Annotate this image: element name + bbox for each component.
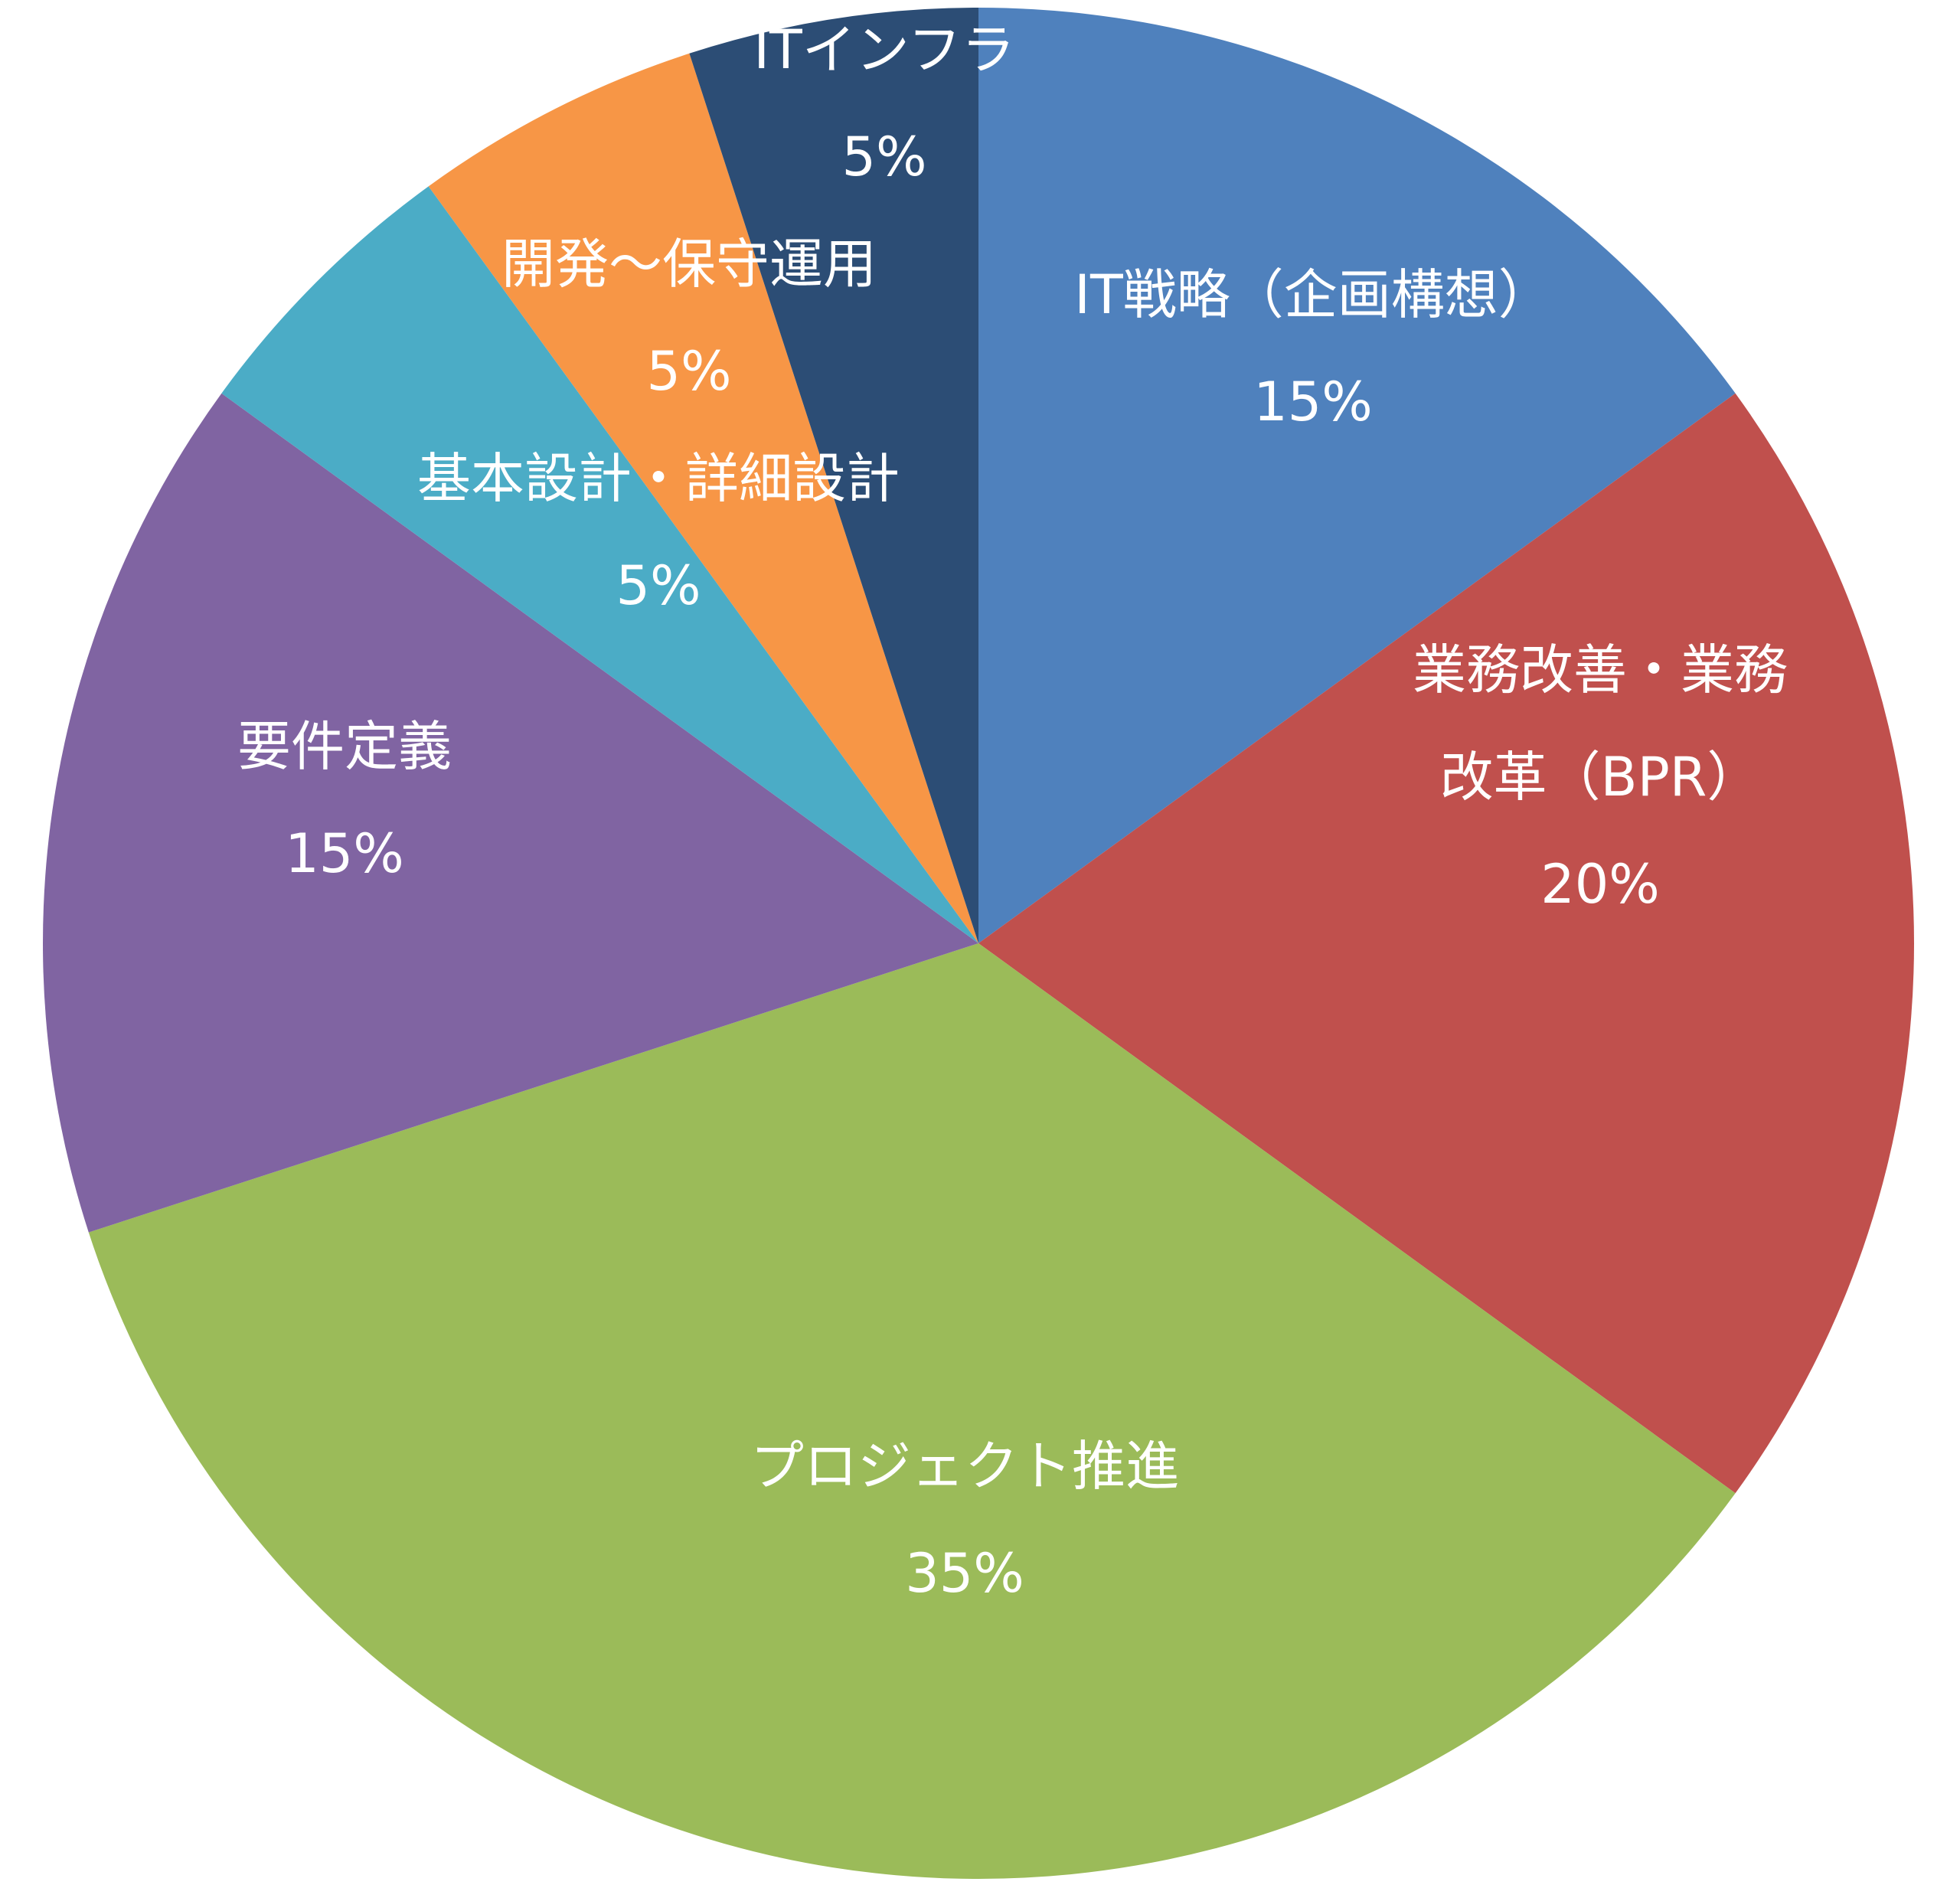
pie-slice-4 (43, 393, 978, 1233)
slice-category-label-2: 改革（BPR） (1440, 746, 1761, 809)
pie-slice-3 (88, 943, 1736, 1879)
pie-slices (43, 8, 1914, 1879)
slice-value-label-4: 15% (285, 822, 404, 885)
slice-category-label-1: IT戦略（企画構想） (1074, 263, 1551, 326)
slice-value-label-6: 5% (646, 340, 731, 403)
pie-slice-7 (689, 8, 978, 943)
pie-slice-6 (428, 53, 978, 943)
slice-category-label-7: ITインフラ (753, 18, 1014, 81)
slice-category-label-4: 要件定義 (237, 715, 452, 778)
slice-value-label-7: 5% (841, 126, 926, 188)
pie-slice-5 (221, 186, 978, 943)
slice-value-label-3: 35% (905, 1542, 1024, 1605)
slice-category-label-6: 開発〜保守運用 (501, 233, 877, 296)
slice-category-label-3: プロジェクト推進 (750, 1435, 1179, 1498)
pie-slice-2 (978, 393, 1914, 1494)
slice-value-label-2: 20% (1540, 853, 1660, 916)
slice-category-label-2: 業務改善・業務 (1413, 639, 1788, 701)
slice-value-label-1: 15% (1253, 371, 1373, 433)
slice-category-label-5: 基本設計・詳細設計 (417, 447, 900, 510)
pie-slice-1 (978, 8, 1736, 943)
slice-value-label-5: 5% (616, 554, 701, 617)
